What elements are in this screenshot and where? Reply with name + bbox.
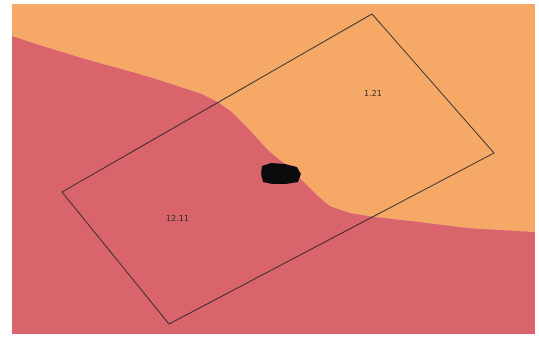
zone-b-label: 12.11: [166, 214, 189, 223]
zone-b-area[interactable]: [12, 36, 535, 334]
zone-a-area[interactable]: [12, 4, 535, 232]
redaction-marker: [261, 163, 301, 184]
zone-a-label: 1.21: [364, 89, 382, 98]
survey-boundary-outline: [61, 13, 495, 325]
